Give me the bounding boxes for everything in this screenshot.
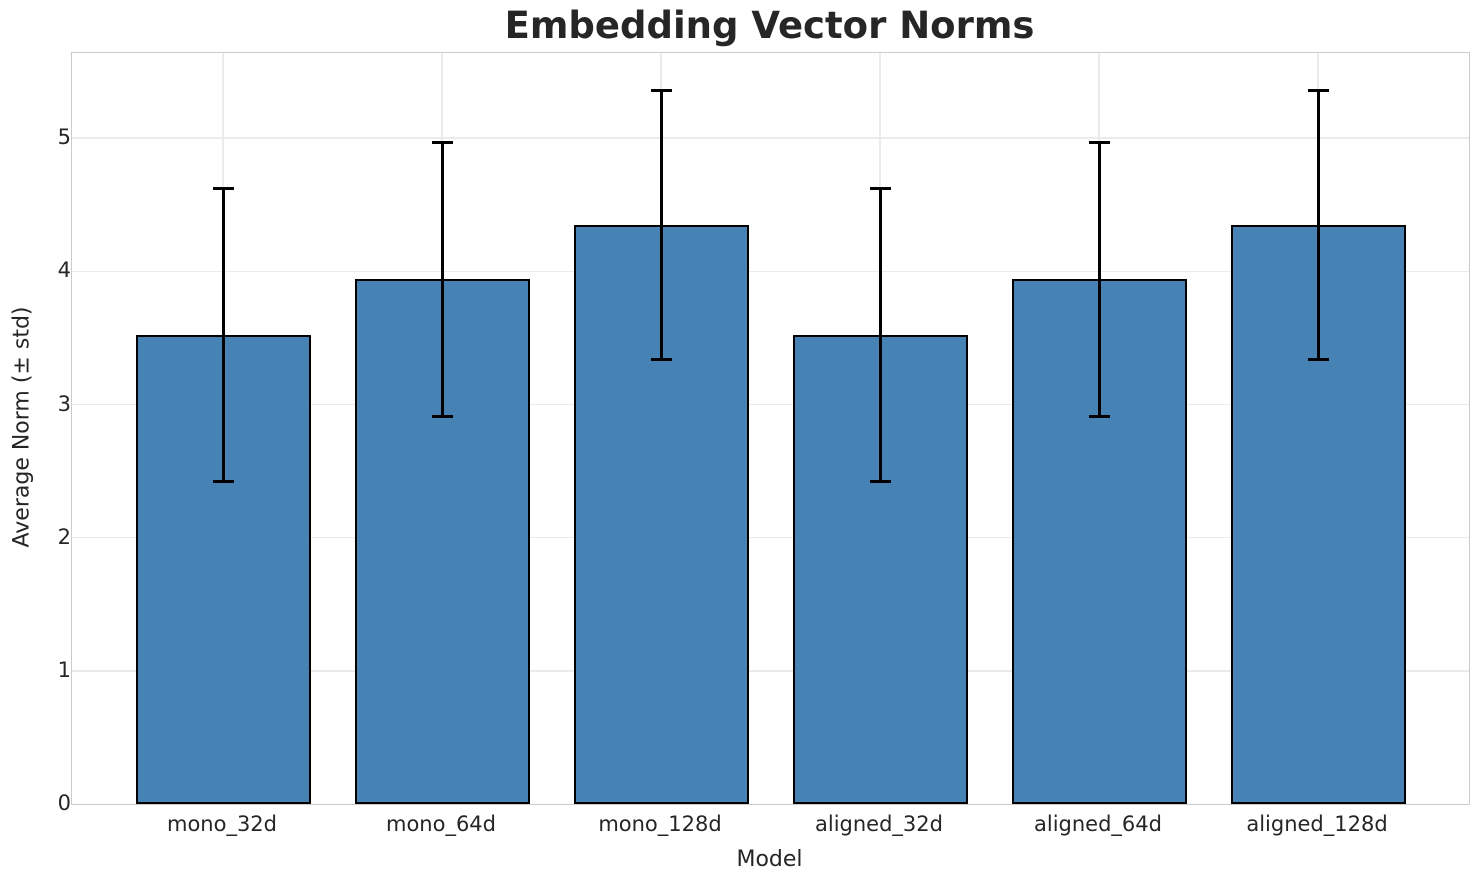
error-bar-cap-bottom-aligned_64d — [1088, 415, 1110, 419]
y-axis-label: Average Norm (± std) — [9, 306, 35, 548]
plot-area — [71, 52, 1470, 805]
error-bar-cap-bottom-mono_128d — [650, 357, 672, 361]
x-tick-label-aligned_32d: aligned_32d — [815, 812, 943, 836]
error-bar-cap-top-aligned_32d — [869, 187, 891, 191]
x-tick-label-aligned_64d: aligned_64d — [1034, 812, 1162, 836]
h-gridline-y5 — [72, 137, 1469, 139]
error-bar-cap-top-mono_64d — [431, 140, 453, 144]
error-bar-line-aligned_32d — [878, 188, 882, 482]
error-bar-line-aligned_128d — [1316, 90, 1320, 360]
error-bar-cap-top-aligned_128d — [1307, 88, 1329, 92]
chart-title: Embedding Vector Norms — [504, 4, 1035, 47]
error-bar-cap-top-mono_32d — [212, 187, 234, 191]
error-bar-cap-top-aligned_64d — [1088, 140, 1110, 144]
x-tick-label-aligned_128d: aligned_128d — [1246, 812, 1388, 836]
h-gridline-y1 — [72, 670, 1469, 672]
y-tick-label-5: 5 — [57, 125, 71, 150]
y-tick-label-4: 4 — [57, 258, 71, 283]
error-bar-cap-bottom-aligned_128d — [1307, 357, 1329, 361]
x-tick-label-mono_128d: mono_128d — [598, 812, 722, 836]
y-tick-label-0: 0 — [57, 791, 71, 815]
y-tick-label-3: 3 — [57, 391, 71, 416]
error-bar-cap-top-mono_128d — [650, 88, 672, 92]
x-tick-label-mono_64d: mono_64d — [385, 812, 496, 836]
h-gridline-y4 — [72, 270, 1469, 273]
h-gridline-y3 — [72, 403, 1469, 406]
y-tick-label-2: 2 — [57, 524, 71, 549]
error-bar-line-mono_64d — [440, 142, 444, 417]
error-bar-cap-bottom-mono_64d — [431, 415, 453, 419]
error-bar-line-mono_32d — [221, 188, 225, 482]
error-bar-cap-bottom-mono_32d — [212, 480, 234, 484]
error-bar-cap-bottom-aligned_32d — [869, 480, 891, 484]
error-bar-line-aligned_64d — [1097, 142, 1101, 417]
error-bar-line-mono_128d — [659, 90, 663, 360]
x-axis-label: Model — [736, 847, 803, 872]
h-gridline-y2 — [72, 536, 1469, 539]
y-tick-label-1: 1 — [57, 657, 71, 682]
x-tick-label-mono_32d: mono_32d — [166, 812, 277, 836]
